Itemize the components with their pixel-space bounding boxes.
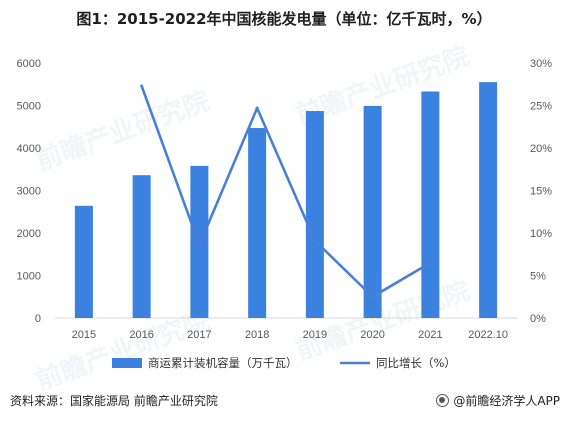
y-left-tick-label: 1000 <box>17 271 41 283</box>
x-tick-label: 2017 <box>187 329 211 341</box>
x-tick-label: 2018 <box>245 329 269 341</box>
bar <box>132 175 151 318</box>
y-left-tick-label: 6000 <box>17 58 41 70</box>
x-tick-label: 2016 <box>129 329 153 341</box>
y-right-tick-label: 15% <box>530 186 552 198</box>
chart-title: 图1：2015-2022年中国核能发电量（单位：亿千瓦时，%） <box>76 10 492 28</box>
y-left-tick-label: 0 <box>35 313 41 325</box>
x-tick-label: 2022.10 <box>468 329 508 341</box>
bar <box>479 82 498 318</box>
y-left-tick-label: 4000 <box>17 143 41 155</box>
brand-logo-icon <box>436 394 450 407</box>
y-right-tick-label: 10% <box>530 228 552 240</box>
y-left-tick-label: 3000 <box>17 186 41 198</box>
y-right-tick-label: 0% <box>530 313 546 325</box>
growth-point <box>371 295 375 299</box>
bar <box>421 91 440 318</box>
legend-bar-label: 商运累计装机容量（万千瓦） <box>148 356 298 370</box>
y-right-tick-label: 20% <box>530 143 552 155</box>
brand-credit: @前瞻经济学人APP <box>436 392 560 409</box>
bar <box>74 205 93 318</box>
bar <box>363 105 382 318</box>
growth-point <box>313 239 317 243</box>
y-left-tick-label: 5000 <box>17 101 41 113</box>
y-right-tick-label: 30% <box>530 58 552 70</box>
y-right-tick-label: 25% <box>530 101 552 113</box>
x-tick-label: 2019 <box>303 329 327 341</box>
growth-point <box>197 243 201 247</box>
watermark-text: 前瞻产业研究院 <box>32 85 214 176</box>
chart-legend: 商运累计装机容量（万千瓦） 同比增长（%） <box>112 356 456 370</box>
x-tick-label: 2021 <box>418 329 442 341</box>
growth-point <box>255 106 259 110</box>
source-note: 资料来源：国家能源局 前瞻产业研究院 <box>10 394 218 408</box>
legend-line-label: 同比增长（%） <box>376 356 456 370</box>
bar-series <box>74 82 498 319</box>
line-series <box>140 84 432 299</box>
y-left-tick-label: 2000 <box>17 228 41 240</box>
bar <box>305 111 324 319</box>
growth-point <box>428 261 432 265</box>
x-tick-label: 2020 <box>360 329 384 341</box>
growth-point <box>140 84 144 88</box>
brand-text: @前瞻经济学人APP <box>453 394 560 408</box>
bar <box>248 128 267 318</box>
y-right-tick-label: 5% <box>530 271 546 283</box>
growth-line <box>140 85 432 299</box>
legend-bar-swatch <box>112 358 142 368</box>
chart-axes: 0 1000 2000 3000 4000 5000 6000 0% 5% 10% 15% 20% 25… <box>17 58 553 341</box>
x-tick-label: 2015 <box>72 329 96 341</box>
watermark-text: 前瞻产业研究院 <box>32 305 214 396</box>
